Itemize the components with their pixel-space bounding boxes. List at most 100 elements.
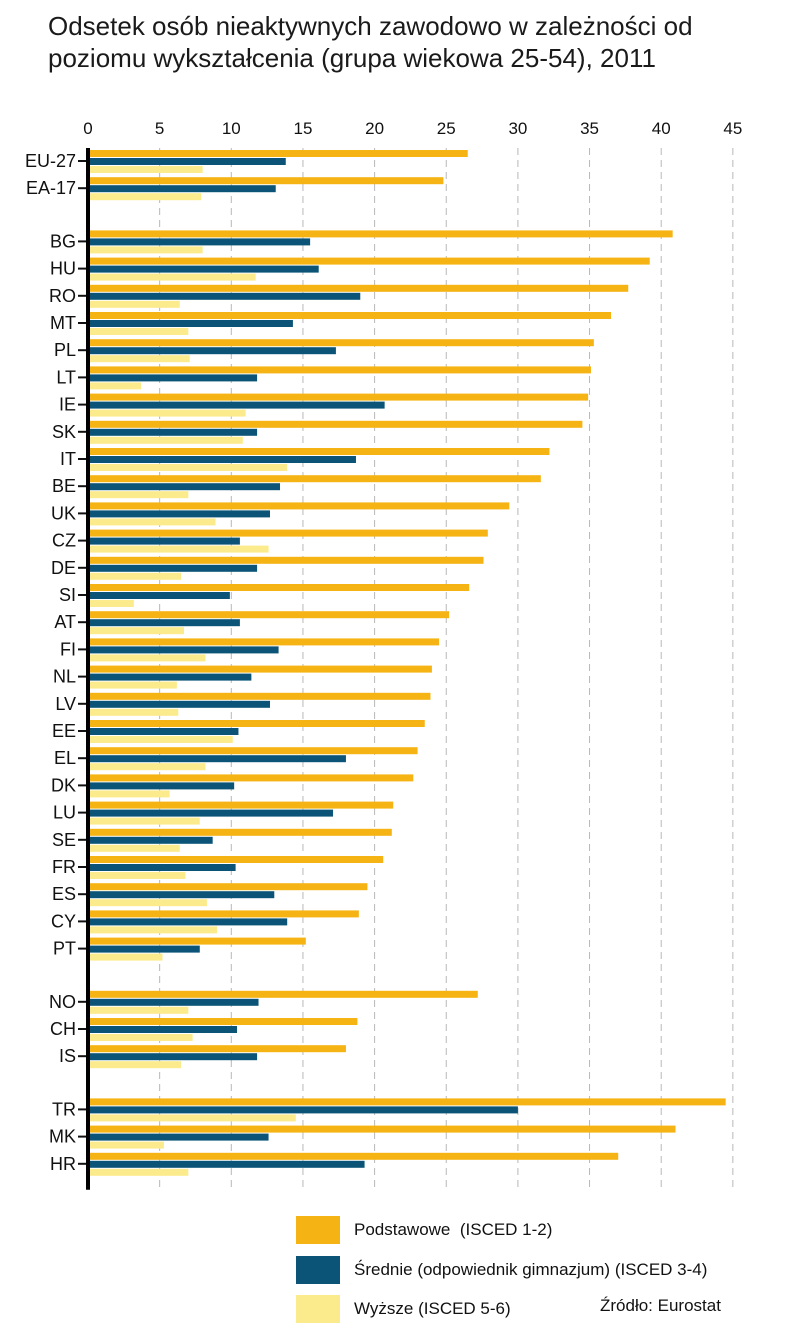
bar-it-series-2 xyxy=(88,464,288,471)
bar-mt-series-1 xyxy=(88,320,293,327)
bar-ro-series-2 xyxy=(88,300,180,308)
x-tick-label-0: 0 xyxy=(83,119,92,138)
bar-it-series-1 xyxy=(88,456,356,463)
bar-pl-series-0 xyxy=(88,339,594,347)
chart-title-line-2: poziomu wykształcenia (grupa wiekowa 25-… xyxy=(48,43,656,73)
legend-item-primary: Podstawowe (ISCED 1-2) xyxy=(296,1215,552,1245)
bar-cz-series-1 xyxy=(88,537,240,545)
bar-ee-series-0 xyxy=(88,720,425,727)
bar-is-series-1 xyxy=(88,1053,258,1061)
category-label-hr: HR xyxy=(50,1154,76,1174)
bar-fi-series-2 xyxy=(88,654,206,662)
bar-ie-series-0 xyxy=(88,393,589,401)
bar-nl-series-1 xyxy=(88,673,252,681)
bar-si-series-2 xyxy=(88,600,134,607)
bar-eu-27-series-2 xyxy=(88,166,203,173)
category-label-pt: PT xyxy=(53,939,76,959)
bar-hu-series-0 xyxy=(88,257,650,265)
legend-label-secondary-main: Średnie (odpowiednik gimnazjum) xyxy=(354,1260,611,1279)
bar-chart: 0 5 10 15 20 25 30 35 40 45 EU-27 EA-17 BG HU RO MT PL LT… xyxy=(25,119,742,1190)
category-label-lu: LU xyxy=(53,803,76,823)
bar-ch-series-1 xyxy=(88,1026,238,1033)
category-label-es: ES xyxy=(52,884,76,904)
bar-eu-27-series-0 xyxy=(88,150,468,157)
category-label-fi: FI xyxy=(60,639,76,659)
bar-lu-series-0 xyxy=(88,801,394,809)
category-label-it: IT xyxy=(60,449,76,469)
bar-hr-series-2 xyxy=(88,1168,189,1176)
x-tick-label-25: 25 xyxy=(437,119,456,138)
legend-label-primary-suffix: (ISCED 1-2) xyxy=(459,1220,553,1239)
x-tick-label-15: 15 xyxy=(293,119,312,138)
x-tick-label-10: 10 xyxy=(222,119,241,138)
bar-pl-series-1 xyxy=(88,347,336,355)
bar-ie-series-2 xyxy=(88,409,246,417)
bar-ee-series-1 xyxy=(88,728,239,735)
bar-ch-series-0 xyxy=(88,1018,358,1025)
bar-es-series-0 xyxy=(88,883,368,891)
legend-label-primary-main: Podstawowe xyxy=(354,1220,451,1239)
bar-eu-27-series-1 xyxy=(88,158,286,165)
chart-title-line-1: Odsetek osób nieaktywnych zawodowo w zal… xyxy=(48,11,693,41)
legend-item-secondary: Średnie (odpowiednik gimnazjum) (ISCED 3… xyxy=(296,1255,707,1285)
legend-label-tertiary-main: Wyższe xyxy=(354,1299,414,1318)
bar-pl-series-2 xyxy=(88,355,190,363)
chart-title: Odsetek osób nieaktywnych zawodowo w zal… xyxy=(48,10,778,74)
x-tick-label-40: 40 xyxy=(652,119,671,138)
bar-ro-series-0 xyxy=(88,284,629,292)
category-label-bg: BG xyxy=(50,231,76,251)
x-tick-label-45: 45 xyxy=(723,119,742,138)
bar-es-series-1 xyxy=(88,891,275,899)
bar-dk-series-0 xyxy=(88,774,414,782)
bar-cy-series-1 xyxy=(88,918,288,926)
bar-mt-series-0 xyxy=(88,312,612,319)
bar-si-series-1 xyxy=(88,592,230,599)
bar-dk-series-2 xyxy=(88,790,170,798)
category-label-hu: HU xyxy=(50,259,76,279)
bar-tr-series-1 xyxy=(88,1106,518,1114)
bar-no-series-2 xyxy=(88,1006,189,1014)
bar-mk-series-1 xyxy=(88,1133,269,1141)
bar-cz-series-2 xyxy=(88,545,269,553)
category-label-se: SE xyxy=(52,830,76,850)
bar-hu-series-2 xyxy=(88,273,256,281)
bar-pt-series-0 xyxy=(88,937,306,945)
bar-ch-series-2 xyxy=(88,1034,193,1041)
bar-mk-series-0 xyxy=(88,1125,676,1133)
category-label-uk: UK xyxy=(51,503,76,523)
bar-be-series-0 xyxy=(88,475,541,483)
bar-hr-series-0 xyxy=(88,1152,619,1160)
legend-swatch-secondary xyxy=(296,1256,340,1284)
bar-si-series-0 xyxy=(88,584,470,591)
bar-no-series-1 xyxy=(88,998,259,1006)
bar-tr-series-2 xyxy=(88,1114,296,1122)
bar-it-series-0 xyxy=(88,448,550,455)
bar-el-series-1 xyxy=(88,755,346,763)
category-label-ch: CH xyxy=(50,1019,76,1039)
category-label-de: DE xyxy=(51,558,76,578)
category-label-ie: IE xyxy=(59,395,76,415)
x-tick-label-20: 20 xyxy=(365,119,384,138)
bar-is-series-0 xyxy=(88,1045,346,1053)
category-label-lv: LV xyxy=(55,694,76,714)
bar-sk-series-0 xyxy=(88,420,583,428)
bar-fr-series-0 xyxy=(88,856,384,863)
bar-bg-series-1 xyxy=(88,238,311,246)
bar-mk-series-2 xyxy=(88,1141,164,1149)
bar-el-series-2 xyxy=(88,763,206,771)
bar-lt-series-0 xyxy=(88,366,591,374)
category-label-fr: FR xyxy=(52,857,76,877)
legend-label-primary: Podstawowe (ISCED 1-2) xyxy=(354,1220,552,1240)
bar-fi-series-1 xyxy=(88,646,279,654)
bar-sk-series-2 xyxy=(88,436,243,444)
bar-at-series-0 xyxy=(88,611,450,619)
bar-be-series-1 xyxy=(88,483,281,491)
bar-lv-series-1 xyxy=(88,700,270,708)
bar-cz-series-0 xyxy=(88,529,488,537)
bar-at-series-2 xyxy=(88,627,185,635)
bar-el-series-0 xyxy=(88,747,418,755)
legend-label-tertiary: Wyższe (ISCED 5-6) xyxy=(354,1299,511,1319)
bar-lv-series-2 xyxy=(88,708,179,716)
bar-lv-series-0 xyxy=(88,692,431,700)
category-label-el: EL xyxy=(54,748,76,768)
